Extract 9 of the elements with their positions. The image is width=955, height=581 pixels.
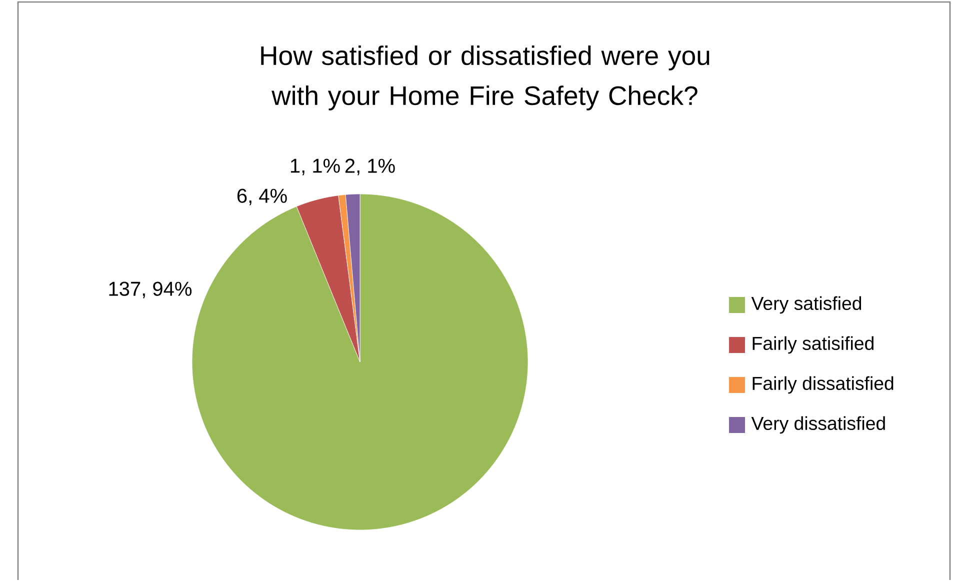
legend-label: Very satisfied <box>751 296 862 314</box>
data-label: 6, 4% <box>237 188 287 206</box>
legend-label: Fairly dissatisfied <box>752 376 894 394</box>
data-label: 2, 1% <box>345 158 395 176</box>
legend-label: Fairly satisified <box>752 336 874 354</box>
data-label: 137, 94% <box>109 282 192 298</box>
chart-title: How satisfied or dissatisfied were you with your Home Fire Safety Check? <box>261 46 710 111</box>
legend-label: Very dissatisfied <box>751 416 885 434</box>
data-label: 1, 1% <box>290 158 340 176</box>
